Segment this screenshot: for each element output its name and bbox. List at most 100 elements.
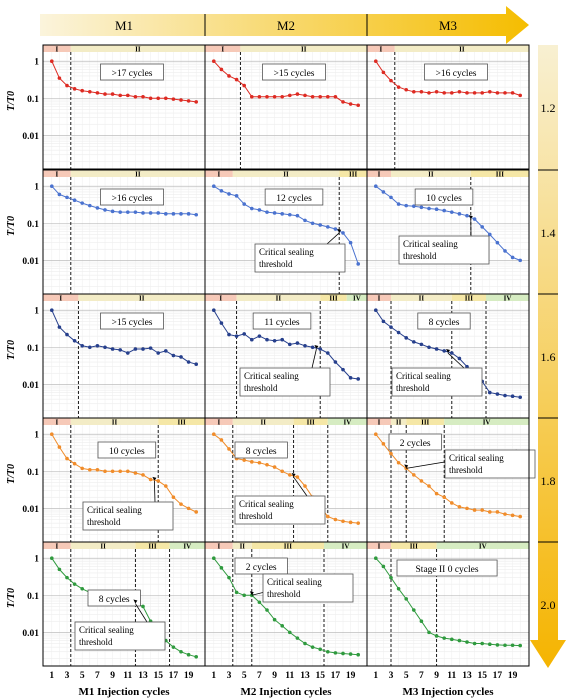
data-point (404, 597, 409, 601)
data-point (465, 364, 469, 369)
data-point (171, 495, 176, 500)
stage-band-III (391, 542, 437, 549)
data-point (164, 484, 168, 488)
x-tick-label: 13 (462, 671, 472, 681)
data-point (95, 206, 100, 210)
x-tick-label: 7 (257, 671, 262, 681)
data-point (212, 556, 216, 561)
cycles-label-box (417, 312, 471, 330)
data-point (326, 94, 330, 99)
data-point (156, 479, 160, 483)
callout-arrow-line (154, 480, 156, 503)
x-tick-label: 19 (184, 671, 194, 681)
cycles-label: 8 cycles (429, 318, 460, 328)
data-point (95, 467, 100, 472)
data-point (227, 192, 231, 196)
data-point (141, 473, 145, 477)
data-point (374, 184, 378, 189)
data-point (457, 356, 462, 361)
stage-band-II (236, 294, 321, 301)
stage-band-III (470, 170, 529, 177)
data-point (488, 510, 492, 514)
data-point (212, 432, 216, 437)
x-tick-label: 7 (419, 671, 424, 681)
data-point (442, 208, 447, 213)
data-point (427, 630, 431, 635)
data-point (171, 645, 176, 649)
data-point (389, 451, 393, 456)
data-point (333, 94, 338, 99)
data-point (95, 343, 100, 348)
x-tick-label: 15 (477, 671, 487, 681)
y-tick-label: 1 (34, 431, 39, 441)
data-point (50, 184, 54, 189)
data-point (518, 93, 522, 98)
callout-box (254, 243, 346, 273)
data-point (133, 471, 138, 475)
callout-text-line2: threshold (403, 251, 437, 261)
data-point (450, 210, 454, 214)
stage-label: III (178, 419, 186, 427)
side-arrow-shape (530, 45, 566, 668)
stage-label: III (410, 543, 418, 551)
stage-band-III (135, 542, 170, 549)
data-point (242, 83, 246, 88)
data-point (265, 210, 269, 214)
data-point (310, 221, 315, 226)
x-tick-label: 7 (95, 671, 100, 681)
x-tick-label: 11 (447, 671, 456, 681)
x-tick-label: 3 (227, 671, 232, 681)
data-point (80, 466, 84, 471)
x-tick-label: 13 (138, 671, 148, 681)
header-arrow-shape (40, 6, 529, 44)
data-point (57, 76, 62, 80)
data-point (250, 206, 254, 211)
data-point (133, 210, 138, 214)
data-point (103, 208, 107, 212)
cycles-label-box (97, 441, 157, 459)
x-tick-label: 11 (285, 671, 294, 681)
data-point (381, 442, 386, 446)
data-point (179, 502, 183, 506)
data-point (65, 83, 69, 88)
data-point (88, 89, 92, 94)
data-point (88, 467, 92, 472)
data-point (510, 394, 515, 399)
stage-band-I (367, 542, 391, 549)
data-point (495, 240, 500, 245)
data-point (219, 566, 224, 570)
x-tick-label: 15 (315, 671, 325, 681)
data-point (348, 520, 353, 525)
stage-label: I (56, 419, 59, 427)
data-point (374, 308, 378, 313)
stage-band-II (391, 294, 452, 301)
header-arrow (40, 6, 529, 44)
stage-band-IV (169, 542, 205, 549)
data-point (57, 567, 62, 572)
callout-text-line1: Critical sealing (403, 239, 458, 249)
data-point (288, 630, 292, 635)
data-point (450, 351, 454, 355)
data-point (333, 651, 338, 655)
data-point (227, 575, 231, 580)
y-tick-label: 0.01 (22, 132, 39, 142)
stage-label: III (148, 543, 156, 551)
side-arrow (530, 45, 566, 668)
callout-box (239, 367, 331, 397)
data-point (495, 510, 500, 514)
stage-band-II (232, 542, 252, 549)
data-point (295, 92, 300, 96)
stage-band-IV (444, 418, 529, 425)
data-point (50, 308, 54, 313)
data-point (280, 94, 285, 99)
data-point (250, 460, 254, 464)
data-point (288, 212, 292, 217)
callout-text-line1: Critical sealing (239, 499, 294, 509)
stage-label: I (378, 543, 381, 551)
stage-label: III (496, 171, 504, 179)
data-point (318, 647, 323, 652)
callout-arrow-line (311, 348, 317, 369)
cycles-label: 10 cycles (109, 447, 145, 457)
x-tick-label: 3 (65, 671, 70, 681)
